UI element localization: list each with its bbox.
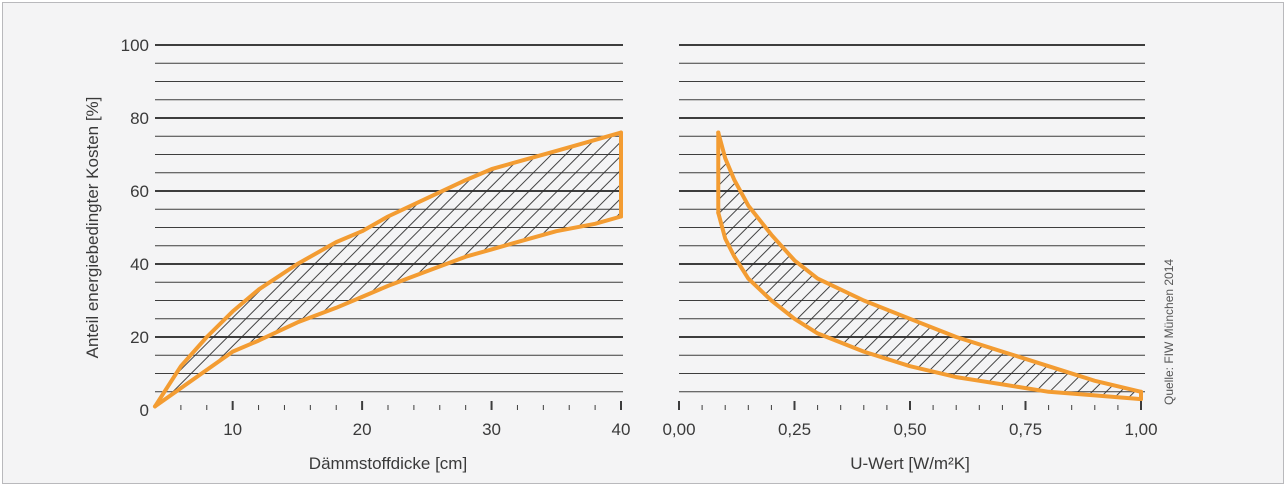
x-tick-label: 0,75 bbox=[1009, 420, 1042, 439]
y-tick-label: 40 bbox=[130, 255, 149, 274]
x-tick-label: 0,00 bbox=[662, 420, 695, 439]
y-tick-label: 80 bbox=[130, 109, 149, 128]
lower-curve bbox=[153, 214, 623, 409]
upper-curve bbox=[716, 130, 1143, 394]
x-tick-label: 1,00 bbox=[1124, 420, 1157, 439]
hatched-band bbox=[155, 132, 621, 407]
x-tick-label: 30 bbox=[482, 420, 501, 439]
y-tick-label: 0 bbox=[140, 401, 149, 420]
lower-curve bbox=[716, 210, 1143, 402]
y-tick-label: 100 bbox=[121, 36, 149, 55]
chart-canvas: 10 20 30 40 0 20 40 60 80 100 Anteil energiebeding… bbox=[83, 36, 1176, 473]
source-note: Quelle: FIW München 2014 bbox=[1162, 259, 1176, 405]
y-axis-title: Anteil energiebedingter Kosten [%] bbox=[83, 97, 102, 359]
x-tick-label: 20 bbox=[353, 420, 372, 439]
x-tick-label: 0,50 bbox=[893, 420, 926, 439]
x-axis-title: U-Wert [W/m²K] bbox=[850, 454, 970, 473]
y-tick-label: 60 bbox=[130, 182, 149, 201]
x-tick-label: 40 bbox=[612, 420, 631, 439]
x-tick-label: 0,25 bbox=[778, 420, 811, 439]
hatched-band bbox=[718, 132, 1141, 400]
y-tick-label: 20 bbox=[130, 328, 149, 347]
x-axis-title: Dämmstoffdicke [cm] bbox=[309, 454, 467, 473]
x-tick-label: 10 bbox=[223, 420, 242, 439]
upper-curve bbox=[153, 130, 623, 409]
